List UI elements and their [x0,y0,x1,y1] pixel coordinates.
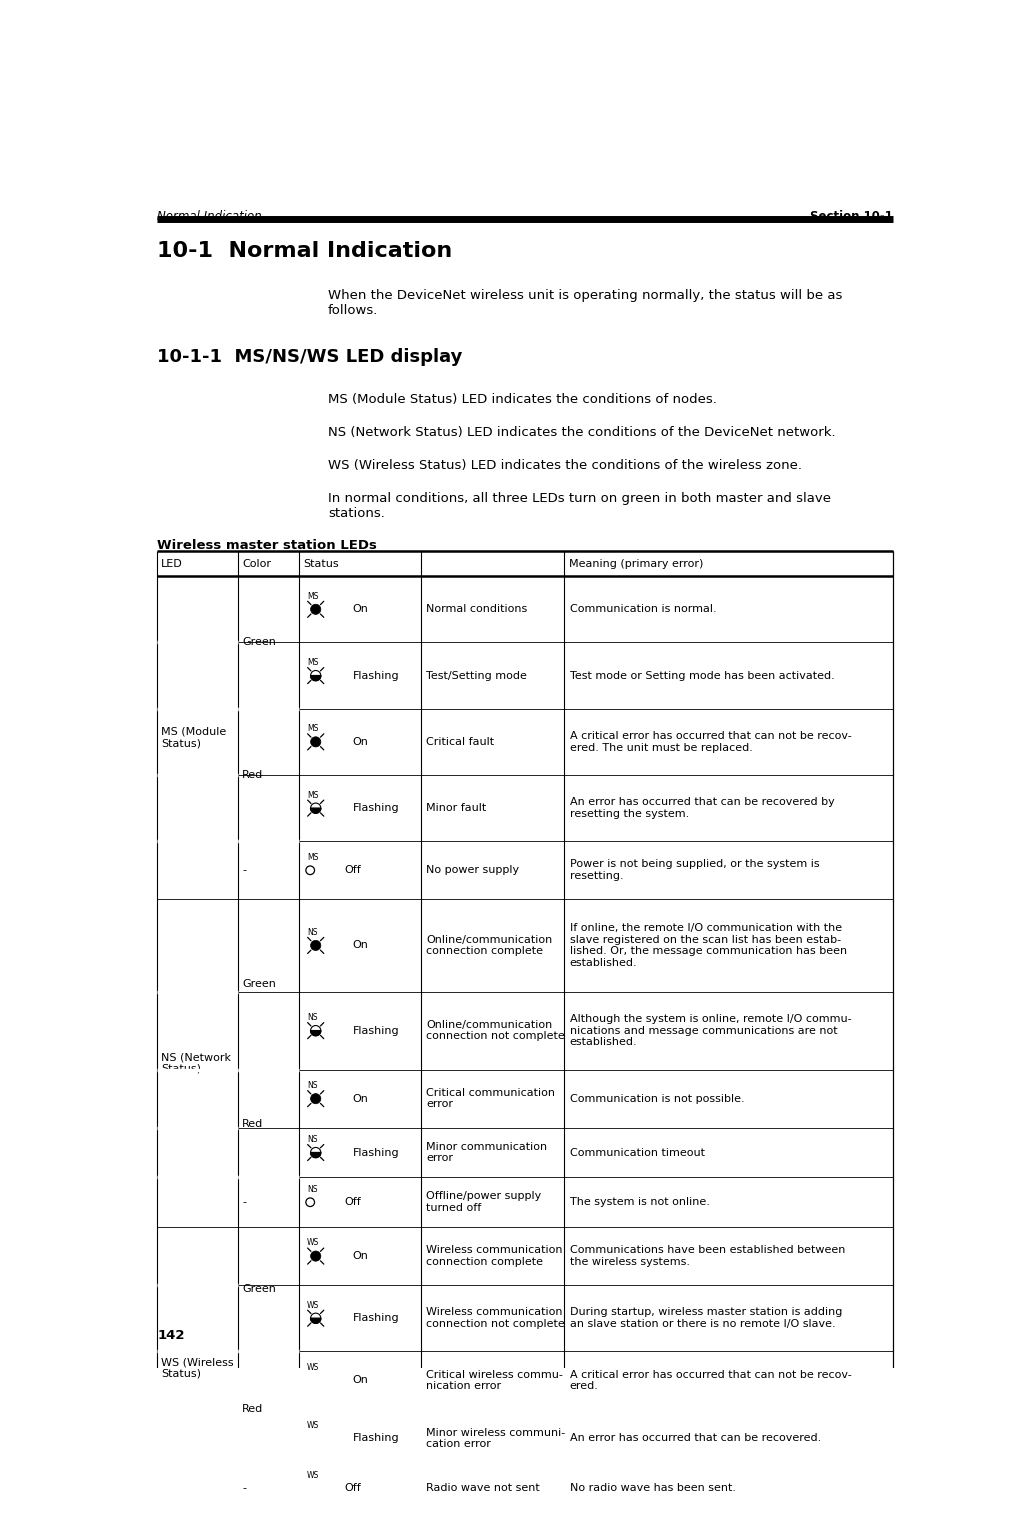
Text: WS (Wireless
Status): WS (Wireless Status) [161,1357,234,1379]
Text: During startup, wireless master station is adding
an slave station or there is n: During startup, wireless master station … [570,1308,842,1330]
Text: LED: LED [161,559,183,569]
Ellipse shape [310,941,320,950]
Text: Communication timeout: Communication timeout [570,1148,705,1157]
Text: Test mode or Setting mode has been activated.: Test mode or Setting mode has been activ… [570,670,834,681]
Text: MS: MS [307,790,318,799]
Text: 142: 142 [157,1330,184,1342]
Text: If online, the remote I/O communication with the
slave registered on the scan li: If online, the remote I/O communication … [570,924,847,968]
Text: Off: Off [345,1197,362,1207]
Text: On: On [353,1094,368,1104]
Text: On: On [353,1251,368,1260]
Text: Radio wave not sent: Radio wave not sent [426,1483,540,1492]
Text: Red: Red [242,770,263,779]
Text: In normal conditions, all three LEDs turn on green in both master and slave
stat: In normal conditions, all three LEDs tur… [328,492,831,520]
Text: Flashing: Flashing [353,1148,400,1157]
Text: Green: Green [242,1285,276,1294]
Text: Red: Red [242,1405,263,1414]
Polygon shape [310,1031,320,1036]
Text: Communication is normal.: Communication is normal. [570,604,716,615]
Text: Flashing: Flashing [353,1025,400,1036]
Text: On: On [353,941,368,950]
Text: Normal Indication: Normal Indication [157,211,261,223]
Text: An error has occurred that can be recovered.: An error has occurred that can be recove… [570,1434,821,1443]
Text: An error has occurred that can be recovered by
resetting the system.: An error has occurred that can be recove… [570,798,834,819]
Text: -: - [242,1197,246,1207]
Text: Online/communication
connection complete: Online/communication connection complete [426,934,552,956]
Polygon shape [310,808,320,813]
Text: Green: Green [242,638,276,647]
Text: 10-1  Normal Indication: 10-1 Normal Indication [157,241,453,261]
Text: Green: Green [242,979,276,990]
Text: Wireless master station LEDs: Wireless master station LEDs [157,539,377,552]
Text: Wireless communication
connection not complete: Wireless communication connection not co… [426,1308,564,1330]
Text: Flashing: Flashing [353,670,400,681]
Text: Off: Off [345,1483,362,1492]
Text: Critical fault: Critical fault [426,736,494,747]
Text: Online/communication
connection not complete: Online/communication connection not comp… [426,1021,564,1042]
Text: WS: WS [307,1300,319,1310]
Text: Communication is not possible.: Communication is not possible. [570,1094,744,1104]
Text: 10-1-1  MS/NS/WS LED display: 10-1-1 MS/NS/WS LED display [157,347,463,366]
Text: Minor wireless communi-
cation error: Minor wireless communi- cation error [426,1428,565,1449]
Text: MS (Module Status) LED indicates the conditions of nodes.: MS (Module Status) LED indicates the con… [328,393,717,406]
Text: WS: WS [307,1471,319,1480]
Polygon shape [310,676,320,681]
Text: On: On [353,1376,368,1385]
Text: Normal conditions: Normal conditions [426,604,528,615]
Text: MS (Module
Status): MS (Module Status) [161,727,226,749]
Text: Meaning (primary error): Meaning (primary error) [569,559,704,569]
Text: MS: MS [307,658,318,667]
Ellipse shape [310,604,320,615]
Text: -: - [242,865,246,875]
Text: Off: Off [345,865,362,875]
Text: WS: WS [307,1420,319,1429]
Text: Flashing: Flashing [353,1313,400,1323]
Text: NS: NS [307,1013,317,1022]
Text: Flashing: Flashing [353,1434,400,1443]
Ellipse shape [310,736,320,747]
Text: Although the system is online, remote I/O commu-
nications and message communica: Although the system is online, remote I/… [570,1014,851,1047]
Text: Offline/power supply
turned off: Offline/power supply turned off [426,1191,541,1213]
Text: NS: NS [307,1185,317,1194]
Text: Status: Status [303,559,339,569]
Text: A critical error has occurred that can not be recov-
ered.: A critical error has occurred that can n… [570,1369,851,1391]
Text: Section 10-1: Section 10-1 [811,211,893,223]
Text: WS (Wireless Status) LED indicates the conditions of the wireless zone.: WS (Wireless Status) LED indicates the c… [328,460,802,472]
Text: NS: NS [307,1081,317,1090]
Text: A critical error has occurred that can not be recov-
ered. The unit must be repl: A critical error has occurred that can n… [570,732,851,753]
Text: WS: WS [307,1363,319,1371]
Text: MS: MS [307,724,318,733]
Text: NS (Network Status) LED indicates the conditions of the DeviceNet network.: NS (Network Status) LED indicates the co… [328,426,836,440]
Text: Power is not being supplied, or the system is
resetting.: Power is not being supplied, or the syst… [570,859,820,881]
Polygon shape [310,1319,320,1323]
Text: Minor fault: Minor fault [426,804,486,813]
Ellipse shape [310,1094,320,1104]
Text: When the DeviceNet wireless unit is operating normally, the status will be as
fo: When the DeviceNet wireless unit is oper… [328,289,842,317]
Ellipse shape [310,1376,320,1385]
Text: Critical wireless commu-
nication error: Critical wireless commu- nication error [426,1369,563,1391]
Text: -: - [242,1483,246,1492]
Polygon shape [310,1153,320,1157]
Text: On: On [353,604,368,615]
Ellipse shape [310,1251,320,1262]
Text: MS: MS [307,853,318,862]
Text: WS: WS [307,1239,319,1248]
Text: Test/Setting mode: Test/Setting mode [426,670,527,681]
Text: NS (Network
Status): NS (Network Status) [161,1053,231,1074]
Text: Critical communication
error: Critical communication error [426,1088,555,1110]
Text: On: On [353,736,368,747]
Text: Flashing: Flashing [353,804,400,813]
Text: Color: Color [242,559,271,569]
Polygon shape [310,1439,320,1443]
Text: Communications have been established between
the wireless systems.: Communications have been established bet… [570,1245,845,1266]
Text: NS: NS [307,1134,317,1144]
Text: Wireless communication
connection complete: Wireless communication connection comple… [426,1245,562,1266]
Text: Red: Red [242,1119,263,1128]
Text: No radio wave has been sent.: No radio wave has been sent. [570,1483,735,1492]
Text: MS: MS [307,592,318,601]
Text: NS: NS [307,928,317,938]
Text: Minor communication
error: Minor communication error [426,1142,547,1164]
Text: No power supply: No power supply [426,865,520,875]
Text: The system is not online.: The system is not online. [570,1197,710,1207]
